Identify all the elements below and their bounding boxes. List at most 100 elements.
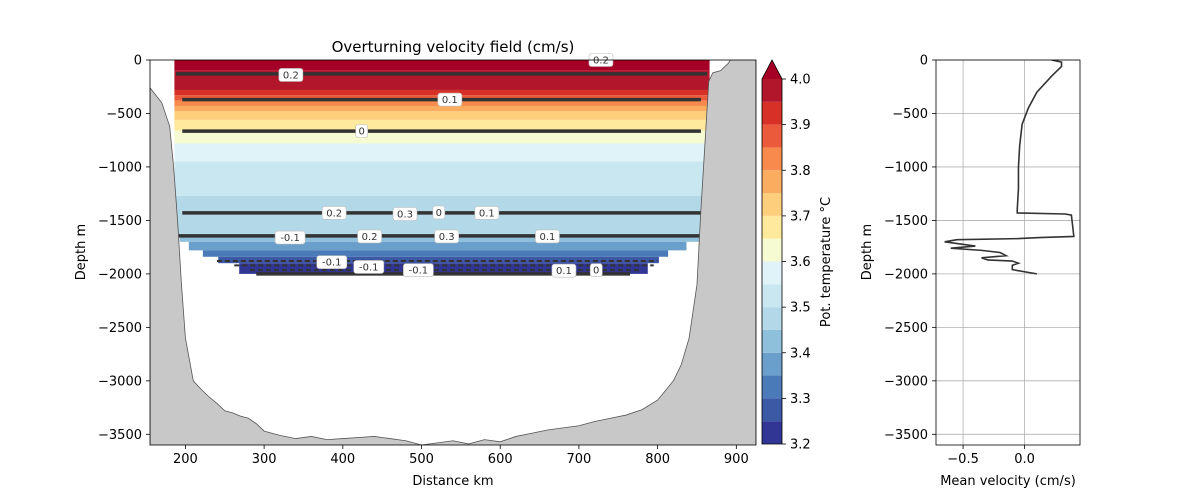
colorbar-tick-label: 3.2	[790, 438, 811, 453]
contour-label-box	[357, 229, 382, 244]
colorbar-swatch	[762, 147, 782, 171]
x-tick-label: 200	[173, 452, 198, 467]
colorbar-tick-label: 3.8	[790, 164, 811, 179]
contour-label: -0.1	[280, 233, 300, 244]
temperature-band	[174, 119, 710, 131]
x-tick-label: −0.5	[947, 452, 979, 467]
contour-label-box	[434, 229, 460, 244]
section-y-ticks: 0 −500 −1000 −1500 −2000 −2500 −3000 −3500	[98, 54, 150, 443]
contour-label: 0.1	[556, 266, 572, 277]
mean-velocity-grid	[936, 59, 1080, 445]
colorbar-ticks: 3.2 3.3 3.4 3.5 3.6 3.7 3.8 3.9 4.0	[782, 73, 811, 453]
contour-label: 0.2	[283, 70, 299, 81]
temperature-band	[218, 256, 659, 264]
colorbar-tick-label: 3.5	[790, 301, 811, 316]
x-tick-label: 900	[724, 452, 749, 467]
contour-label: -0.1	[409, 266, 429, 277]
section-frame	[149, 59, 757, 446]
x-tick-label: 500	[409, 452, 434, 467]
mean-velocity-x-ticks: −0.5 0.0	[947, 445, 1035, 467]
colorbar-swatch	[762, 215, 782, 239]
y-tick-label: −1500	[98, 214, 142, 229]
bathymetry	[150, 60, 756, 445]
temperature-band	[174, 130, 710, 144]
colorbar-swatch	[762, 261, 782, 285]
temperature-band	[188, 241, 687, 251]
y-tick-label: −3000	[98, 374, 142, 389]
y-tick-label: −3500	[884, 428, 928, 443]
y-tick-label: 0	[134, 54, 142, 69]
temperature-band	[174, 89, 710, 96]
contour-label: 0.2	[593, 56, 609, 67]
contour-label-box	[551, 263, 577, 278]
colorbar-tick-label: 3.9	[790, 118, 811, 133]
mean-velocity-y-ticks: 0 −500 −1000 −1500 −2000 −2500 −3000 −3500	[884, 54, 936, 443]
contour-label-box	[316, 255, 348, 269]
colorbar-swatch	[762, 193, 782, 216]
section-y-label: Depth m	[74, 224, 89, 280]
contour-label: 0.2	[326, 208, 342, 219]
y-tick-label: −1500	[884, 214, 928, 229]
contour-label-box	[353, 260, 385, 274]
contour-label-box	[535, 229, 560, 244]
colorbar-swatch	[762, 352, 782, 376]
contour-label-box	[321, 206, 347, 220]
section-x-label: Distance km	[412, 474, 493, 489]
colorbar-swatch	[762, 307, 782, 330]
contour-label-box	[355, 124, 369, 138]
y-tick-label: 0	[920, 54, 928, 69]
x-tick-label: 800	[645, 452, 670, 467]
contour-label: -0.1	[322, 258, 342, 269]
colorbar-tick-label: 4.0	[790, 73, 811, 88]
temperature-band	[174, 60, 710, 71]
mean-velocity-x-label: Mean velocity (cm/s)	[940, 474, 1076, 489]
colorbar-swatch	[762, 284, 782, 308]
colorbar-tick-label: 3.6	[790, 255, 811, 270]
contour-label-box	[278, 68, 304, 82]
section-x-ticks: 200 300 400 500 600 700 800 900	[173, 445, 749, 467]
colorbar-swatch	[762, 329, 782, 353]
y-tick-label: −2000	[884, 267, 928, 282]
colorbar-swatch	[762, 170, 782, 194]
temperature-band	[174, 111, 710, 120]
colorbar-tick-label: 3.7	[790, 209, 811, 224]
mean-velocity-frame	[935, 59, 1081, 446]
contour-label-box	[589, 263, 603, 277]
temperature-band	[239, 263, 648, 274]
contour-label: 0.1	[539, 232, 555, 243]
y-tick-label: −3500	[98, 428, 142, 443]
colorbar-swatch	[762, 238, 782, 262]
temperature-band	[174, 105, 710, 112]
y-tick-label: −2500	[98, 321, 142, 336]
section-title: Overturning velocity field (cm/s)	[332, 38, 575, 56]
y-tick-label: −2500	[884, 321, 928, 336]
contour-label: 0.3	[439, 232, 455, 243]
colorbar-swatch	[762, 398, 782, 422]
temperature-band	[174, 161, 710, 196]
temperature-band	[202, 250, 669, 257]
x-tick-label: 700	[567, 452, 592, 467]
colorbar-tick-label: 3.4	[790, 346, 811, 361]
y-tick-label: −1000	[884, 160, 928, 175]
colorbar-swatch	[762, 101, 782, 125]
colorbar-swatch	[762, 79, 782, 102]
contour-label-box	[392, 207, 418, 221]
mean-velocity-y-label: Depth m	[860, 224, 875, 280]
x-tick-label: 300	[252, 452, 277, 467]
section-plot-area	[150, 60, 756, 445]
colorbar-swatches	[762, 60, 782, 444]
x-tick-label: 400	[330, 452, 355, 467]
contour-label-box	[432, 205, 446, 220]
colorbar-tick-label: 3.3	[790, 392, 811, 407]
y-tick-label: −1000	[98, 160, 142, 175]
mean-velocity-panel: −0.5 0.0 0 −500 −1000 −1500 −2000 −2500 −3000 −3…	[860, 54, 1081, 489]
contour-label-box	[274, 230, 306, 245]
contour-label: 0	[359, 127, 365, 138]
contour-label-box	[437, 92, 463, 107]
colorbar-label: Pot. temperature °C	[819, 197, 834, 327]
colorbar-outline	[761, 59, 783, 445]
contour-label: 0.1	[479, 208, 495, 219]
contour-label-box	[403, 263, 434, 277]
colorbar-extend-arrow	[762, 60, 782, 79]
